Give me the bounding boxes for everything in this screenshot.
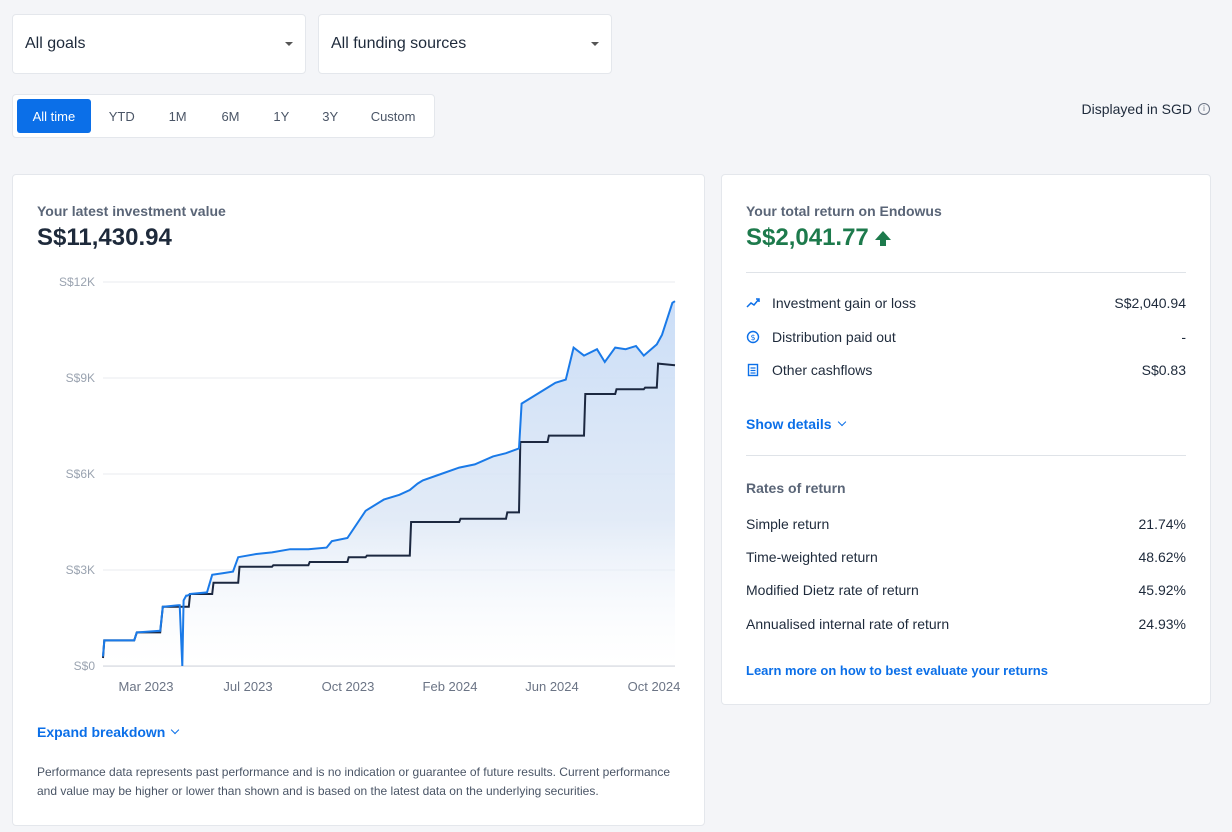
return-item-value: S$0.83 xyxy=(1141,362,1186,378)
value-area-fill xyxy=(103,301,675,666)
info-icon[interactable]: i xyxy=(1198,103,1210,115)
range-1y-button[interactable]: 1Y xyxy=(273,108,290,124)
return-item-value: S$2,040.94 xyxy=(1114,295,1186,311)
caret-down-icon xyxy=(285,42,293,46)
rate-value: 21.74% xyxy=(1138,516,1186,532)
trend-icon xyxy=(746,296,760,310)
expand-breakdown-link[interactable]: Expand breakdown xyxy=(37,724,180,740)
goals-select-value: All goals xyxy=(25,35,86,52)
total-return-value: S$2,041.77 xyxy=(746,224,869,251)
rate-value: 45.92% xyxy=(1138,582,1186,598)
return-item-label: Other cashflows xyxy=(772,362,873,378)
y-tick-label: S$3K xyxy=(66,563,95,577)
learn-more-link[interactable]: Learn more on how to best evaluate your … xyxy=(746,663,1048,678)
rate-value: 24.93% xyxy=(1138,616,1186,632)
range-3y-button[interactable]: 3Y xyxy=(322,108,339,124)
return-item-other-cashflows: Other cashflows S$0.83 xyxy=(746,362,1186,378)
return-item-label: Investment gain or loss xyxy=(772,295,916,311)
arrow-up-icon xyxy=(874,230,891,246)
total-return-label: Your total return on Endowus xyxy=(746,203,942,219)
range-1m-button[interactable]: 1M xyxy=(168,108,187,124)
caret-down-icon xyxy=(591,42,599,46)
funding-select-value: All funding sources xyxy=(331,35,467,52)
total-return-amount: S$2,041.77 xyxy=(746,224,891,252)
rate-label: Annualised internal rate of return xyxy=(746,616,950,632)
rate-value: 48.62% xyxy=(1138,549,1186,565)
x-tick-label: Jul 2023 xyxy=(223,679,272,694)
performance-disclaimer: Performance data represents past perform… xyxy=(37,765,671,798)
chevron-down-icon xyxy=(171,725,180,735)
y-tick-label: S$0 xyxy=(74,659,96,673)
x-tick-label: Oct 2023 xyxy=(322,679,375,694)
goals-select[interactable]: All goals xyxy=(12,14,306,74)
range-custom-button[interactable]: Custom xyxy=(370,108,416,124)
rates-title: Rates of return xyxy=(746,480,846,496)
investment-value-amount: S$11,430.94 xyxy=(37,224,172,251)
range-all-time-button[interactable]: All time xyxy=(17,99,91,133)
time-range-group: All time YTD 1M 6M 1Y 3Y Custom xyxy=(12,94,435,138)
rate-row-irr: Annualised internal rate of return 24.93… xyxy=(746,616,1186,632)
rate-row-modified-dietz: Modified Dietz rate of return 45.92% xyxy=(746,582,1186,598)
x-tick-label: Mar 2023 xyxy=(119,679,174,694)
y-tick-label: S$9K xyxy=(66,371,95,385)
range-6m-button[interactable]: 6M xyxy=(221,108,240,124)
receipt-icon xyxy=(746,363,760,377)
rate-row-simple: Simple return 21.74% xyxy=(746,516,1186,532)
investment-value-card: Your latest investment value S$11,430.94… xyxy=(12,174,705,826)
funding-source-select[interactable]: All funding sources xyxy=(318,14,612,74)
investment-chart: S$0 S$3K S$6K S$9K S$12K Mar 2023 Jul 2023 Oct… xyxy=(59,275,681,694)
value-line xyxy=(102,300,676,667)
return-item-label: Distribution paid out xyxy=(772,329,896,345)
return-item-value: - xyxy=(1181,329,1186,345)
y-tick-label: S$6K xyxy=(66,467,95,481)
currency-note-text: Displayed in SGD xyxy=(1081,101,1193,117)
x-tick-label: Jun 2024 xyxy=(525,679,579,694)
chevron-down-icon xyxy=(837,417,846,427)
investment-value-label: Your latest investment value xyxy=(37,203,226,219)
show-details-label: Show details xyxy=(746,416,832,432)
coin-icon: $ xyxy=(746,330,760,344)
x-tick-label: Feb 2024 xyxy=(423,679,478,694)
return-item-distribution: $ Distribution paid out - xyxy=(746,329,1186,345)
show-details-link[interactable]: Show details xyxy=(746,416,846,432)
invested-line xyxy=(102,362,676,659)
y-tick-label: S$12K xyxy=(59,275,95,289)
rate-row-time-weighted: Time-weighted return 48.62% xyxy=(746,549,1186,565)
total-return-card: Your total return on Endowus S$2,041.77 … xyxy=(721,174,1211,705)
rate-label: Modified Dietz rate of return xyxy=(746,582,919,598)
divider xyxy=(746,272,1186,273)
return-item-investment-gain: Investment gain or loss S$2,040.94 xyxy=(746,295,1186,311)
divider xyxy=(746,455,1186,456)
rate-label: Simple return xyxy=(746,516,830,532)
x-tick-label: Oct 2024 xyxy=(628,679,681,694)
rate-label: Time-weighted return xyxy=(746,549,878,565)
range-ytd-button[interactable]: YTD xyxy=(108,108,135,124)
currency-note: Displayed in SGD i xyxy=(1081,101,1210,117)
expand-breakdown-label: Expand breakdown xyxy=(37,724,166,740)
svg-text:$: $ xyxy=(750,333,755,342)
